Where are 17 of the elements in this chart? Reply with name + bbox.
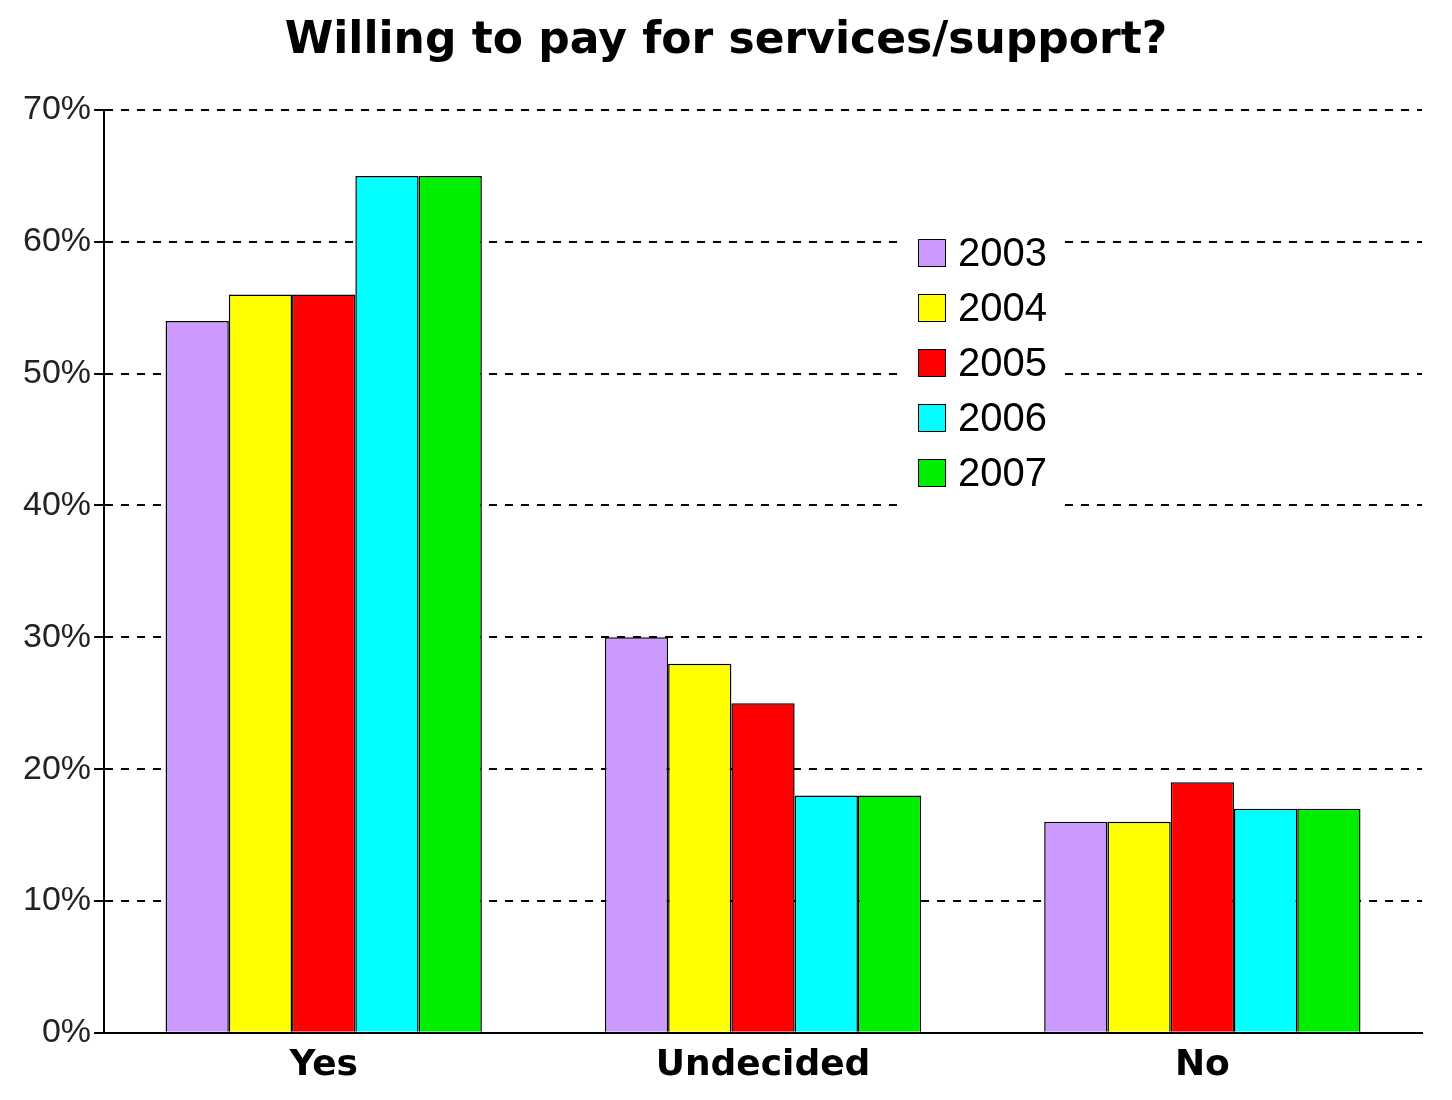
y-tick-label: 60% — [22, 220, 92, 259]
legend-label: 2003 — [958, 230, 1047, 275]
y-tick-label: 20% — [22, 747, 92, 786]
legend-label: 2007 — [958, 450, 1047, 495]
y-tick-label: 50% — [22, 352, 92, 391]
legend-label: 2005 — [958, 340, 1047, 385]
legend-label: 2006 — [958, 395, 1047, 440]
x-tick-label: Undecided — [655, 1041, 871, 1083]
y-tick-label: 0% — [41, 1011, 92, 1050]
y-tick-label: 70% — [22, 88, 92, 127]
legend-label: 2004 — [958, 285, 1047, 330]
chart-title: Willing to pay for services/support? — [283, 12, 1169, 63]
y-tick-label: 30% — [22, 615, 92, 654]
x-tick-label: Yes — [288, 1041, 359, 1083]
y-tick-label: 40% — [22, 483, 92, 522]
y-tick-label: 10% — [22, 879, 92, 918]
x-tick-label: No — [1174, 1041, 1230, 1083]
